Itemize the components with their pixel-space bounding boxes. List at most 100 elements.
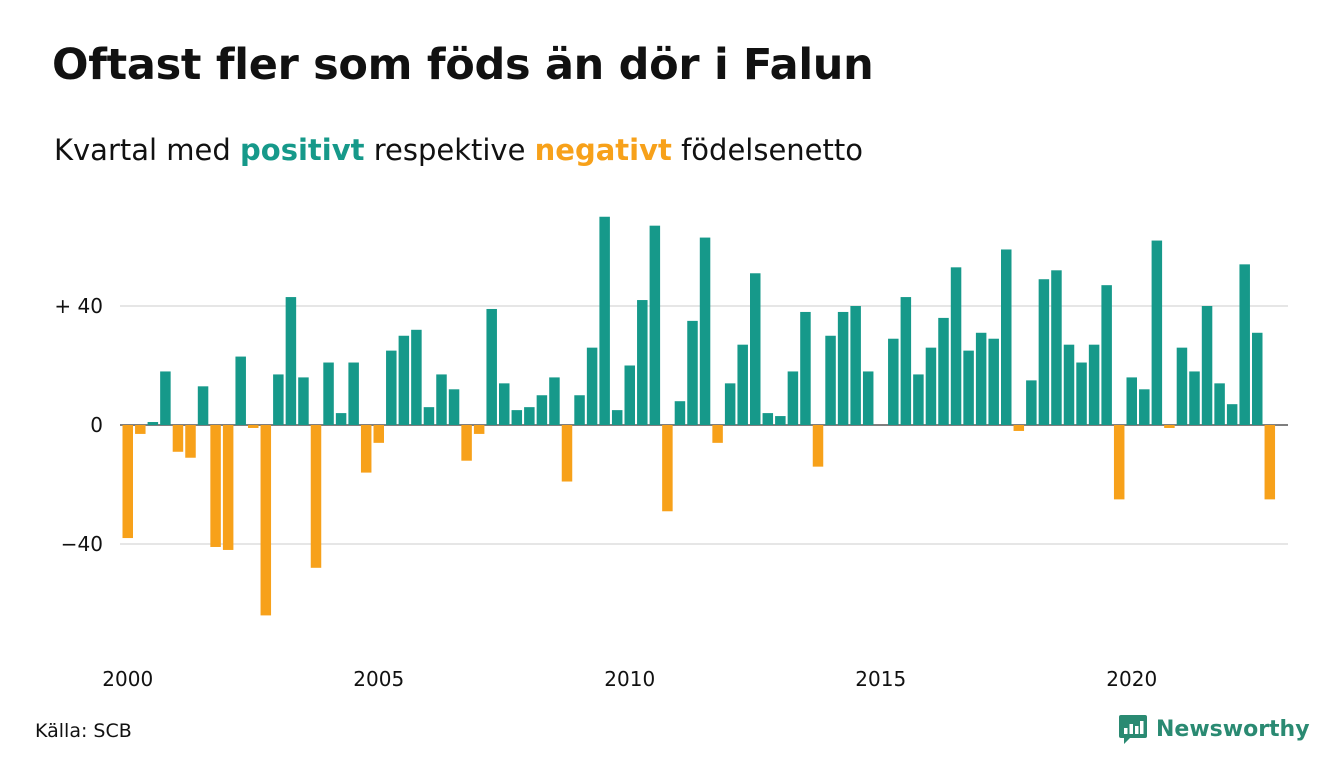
bar-q30 <box>486 308 497 425</box>
subtitle-suffix: födelsenetto <box>681 133 863 167</box>
bar-q26 <box>436 374 447 425</box>
bar-q7 <box>197 386 209 425</box>
x-tick-label: 2005 <box>353 667 404 691</box>
bar-q86 <box>1189 371 1200 425</box>
bar-q85 <box>1176 347 1188 425</box>
newsworthy-chart-bubble-icon <box>1119 715 1147 744</box>
bar-q73 <box>1026 380 1037 425</box>
source-note: Källa: SCB <box>35 720 132 742</box>
bar-q10 <box>235 356 246 425</box>
bar-q2 <box>135 425 146 434</box>
logo-text: Newsworthy <box>1156 716 1310 742</box>
bar-q4 <box>160 371 171 425</box>
bar-q59 <box>850 306 861 425</box>
bar-q32 <box>511 410 523 425</box>
chart-title: Oftast fler som föds än dör i Falun <box>52 40 874 90</box>
bar-q35 <box>549 377 560 425</box>
bar-q60 <box>862 371 874 425</box>
y-tick-label: −40 <box>61 532 103 556</box>
bar-q78 <box>1088 344 1100 425</box>
bar-q53 <box>775 416 786 425</box>
bar-q91 <box>1252 332 1263 425</box>
subtitle-prefix: Kvartal med <box>54 133 231 167</box>
bar-q13 <box>273 374 284 425</box>
bar-q19 <box>348 362 359 425</box>
bar-q21 <box>373 425 384 443</box>
bar-q24 <box>411 329 422 425</box>
bar-q67 <box>950 267 962 425</box>
chart-subtitle: Kvartal med positivt respektive negativt… <box>54 133 863 167</box>
bar-q68 <box>963 350 974 425</box>
bar-q8 <box>210 425 221 547</box>
bar-q92 <box>1264 425 1276 500</box>
bar-q70 <box>988 338 999 425</box>
bar-q12 <box>260 425 272 616</box>
bar-q50 <box>737 344 748 425</box>
bar-q3 <box>147 422 159 425</box>
bar-q89 <box>1226 404 1238 425</box>
bar-q74 <box>1038 279 1050 425</box>
bar-q6 <box>185 425 196 458</box>
bar-q81 <box>1126 377 1137 425</box>
bar-q66 <box>938 317 949 425</box>
bar-q33 <box>524 407 535 425</box>
bar-q69 <box>975 332 987 425</box>
bar-q29 <box>473 425 485 434</box>
bar-q88 <box>1214 383 1225 425</box>
subtitle-middle: respektive <box>373 133 526 167</box>
bar-q63 <box>900 297 912 425</box>
bar-q25 <box>423 407 435 425</box>
bar-q83 <box>1151 240 1163 425</box>
bars-layer <box>122 216 1276 616</box>
x-tick-label: 2000 <box>102 667 153 691</box>
bar-q42 <box>637 300 648 425</box>
bar-q52 <box>762 413 774 425</box>
bar-q17 <box>323 362 334 425</box>
bar-q20 <box>360 425 372 473</box>
bar-q39 <box>599 216 610 425</box>
bar-q38 <box>586 347 598 425</box>
bar-q43 <box>649 225 661 425</box>
bar-q46 <box>687 320 698 425</box>
bar-q9 <box>222 425 234 550</box>
bar-q77 <box>1076 362 1087 425</box>
bar-q55 <box>800 311 811 425</box>
bar-q84 <box>1164 425 1175 428</box>
bar-q22 <box>386 350 397 425</box>
bar-q15 <box>298 377 309 425</box>
x-tick-label: 2020 <box>1106 667 1157 691</box>
bar-q5 <box>172 425 184 452</box>
y-tick-label: + 40 <box>54 294 103 318</box>
bar-q44 <box>662 425 673 512</box>
bar-q54 <box>787 371 799 425</box>
bar-q23 <box>398 335 410 425</box>
bar-q36 <box>561 425 573 482</box>
subtitle-positive-word: positivt <box>240 133 365 167</box>
bar-q87 <box>1201 306 1213 425</box>
bar-q51 <box>750 273 761 425</box>
bar-chart: + 40 0 −40 2000 2005 2010 2015 2020 <box>54 216 1288 691</box>
bar-q31 <box>499 383 510 425</box>
axis-labels-layer: + 40 0 −40 2000 2005 2010 2015 2020 <box>54 294 1157 691</box>
bar-q18 <box>335 413 347 425</box>
newsworthy-logo: Newsworthy <box>1118 713 1310 745</box>
bar-q79 <box>1101 285 1112 425</box>
bar-q71 <box>1001 249 1012 425</box>
bar-q27 <box>448 389 460 425</box>
bar-q37 <box>574 395 585 425</box>
bar-q58 <box>837 311 849 425</box>
bar-q76 <box>1063 344 1075 425</box>
subtitle-negative-word: negativt <box>534 133 672 167</box>
bar-q75 <box>1051 270 1062 425</box>
bar-q34 <box>536 395 548 425</box>
bar-q28 <box>461 425 472 461</box>
bar-q47 <box>699 237 711 425</box>
bar-q82 <box>1139 389 1150 425</box>
x-tick-label: 2015 <box>855 667 906 691</box>
bar-q90 <box>1239 264 1250 425</box>
bar-q16 <box>310 425 322 568</box>
bar-q62 <box>888 338 899 425</box>
bar-q14 <box>285 297 297 425</box>
bar-q49 <box>724 383 736 425</box>
bar-q56 <box>812 425 824 467</box>
